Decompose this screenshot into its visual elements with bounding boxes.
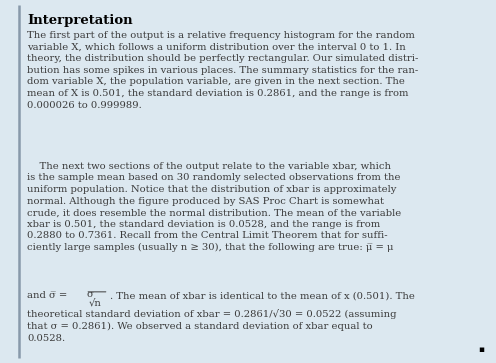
Text: Interpretation: Interpretation — [27, 14, 133, 27]
Text: √n: √n — [88, 298, 101, 307]
Text: . The mean of xbar is identical to the mean of x (0.501). The: . The mean of xbar is identical to the m… — [110, 291, 415, 300]
Text: and σ̅ =: and σ̅ = — [27, 291, 70, 300]
Text: ▪: ▪ — [479, 345, 485, 354]
Text: The first part of the output is a relative frequency histogram for the random
va: The first part of the output is a relati… — [27, 31, 419, 110]
Text: The next two sections of the output relate to the variable xbar, which
is the sa: The next two sections of the output rela… — [27, 162, 402, 252]
Text: σ: σ — [87, 290, 94, 299]
Text: theoretical standard deviation of xbar = 0.2861/√30 = 0.0522 (assuming
that σ = : theoretical standard deviation of xbar =… — [27, 309, 397, 343]
